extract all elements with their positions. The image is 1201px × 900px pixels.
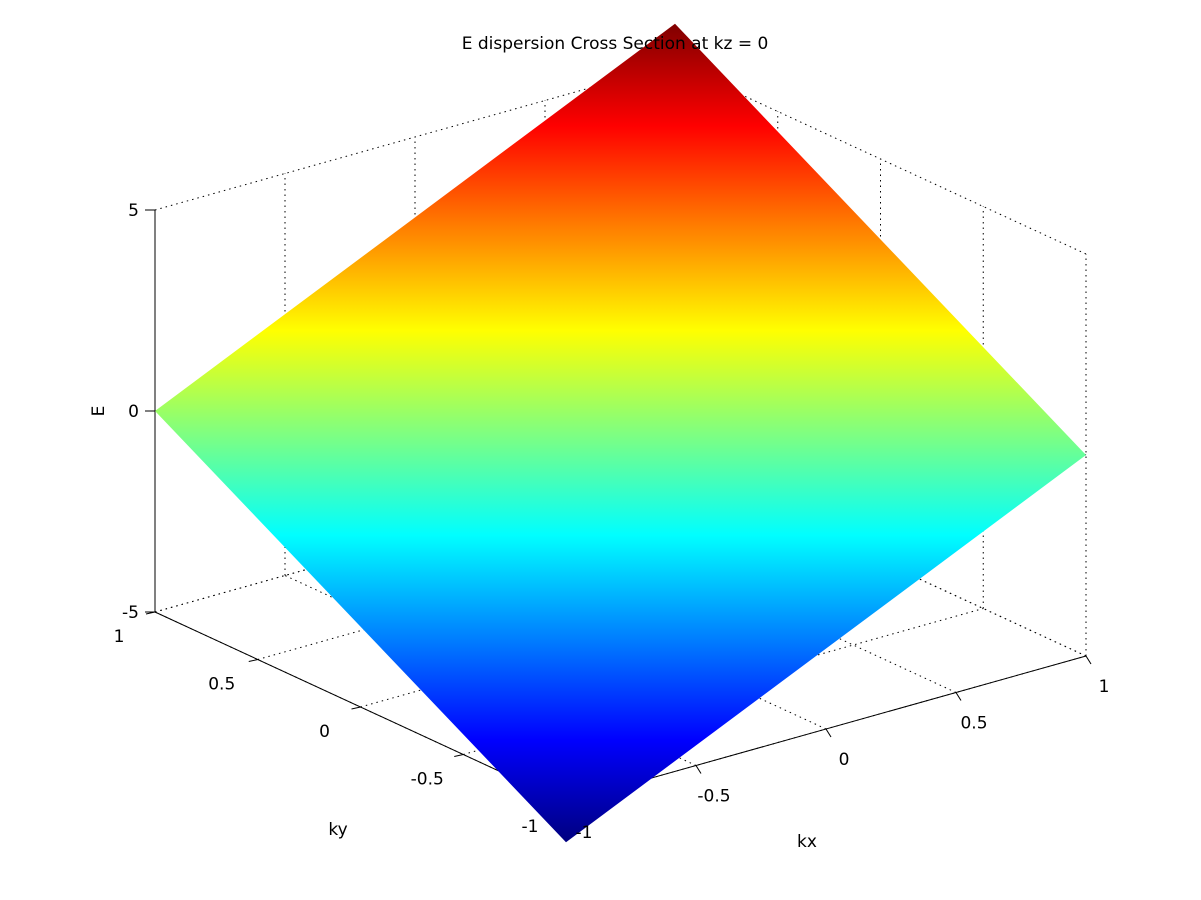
y-tick-label: 1 (114, 627, 125, 647)
side-wall-grid-line (674, 63, 1087, 255)
z-tick-label: 5 (128, 201, 139, 221)
x-tick-label: 0 (839, 750, 850, 770)
y-tick-label: -0.5 (411, 770, 444, 790)
y-tick-mark (454, 754, 464, 757)
y-axis-label: ky (328, 820, 347, 840)
z-tick-label: -5 (122, 603, 139, 623)
y-tick-label: -1 (522, 817, 539, 837)
surface-patch (155, 23, 1086, 843)
x-tick-mark (695, 765, 702, 774)
y-tick-mark (248, 659, 258, 662)
y-tick-label: 0 (319, 722, 330, 742)
x-tick-mark (1085, 655, 1092, 665)
tick-labels: -1 -0.5 0 0.5 1 -1 -0.5 0 0.5 1 -5 0 5 (114, 201, 1110, 843)
y-tick-label: 0.5 (208, 675, 235, 695)
x-tick-label: -0.5 (697, 787, 730, 807)
y-tick-mark (351, 706, 361, 710)
x-axis-label: kx (797, 832, 817, 852)
chart-title: E dispersion Cross Section at kz = 0 (462, 34, 769, 54)
z-tick-label: 0 (128, 402, 139, 422)
x-tick-mark (825, 728, 832, 738)
surface (155, 23, 1086, 843)
x-tick-mark (955, 692, 962, 701)
x-tick-label: 0.5 (960, 714, 987, 734)
x-tick-label: -1 (576, 823, 593, 843)
back-wall-grid-line (154, 63, 676, 211)
x-tick-label: 1 (1099, 677, 1110, 697)
z-axis-label: E (89, 406, 109, 417)
